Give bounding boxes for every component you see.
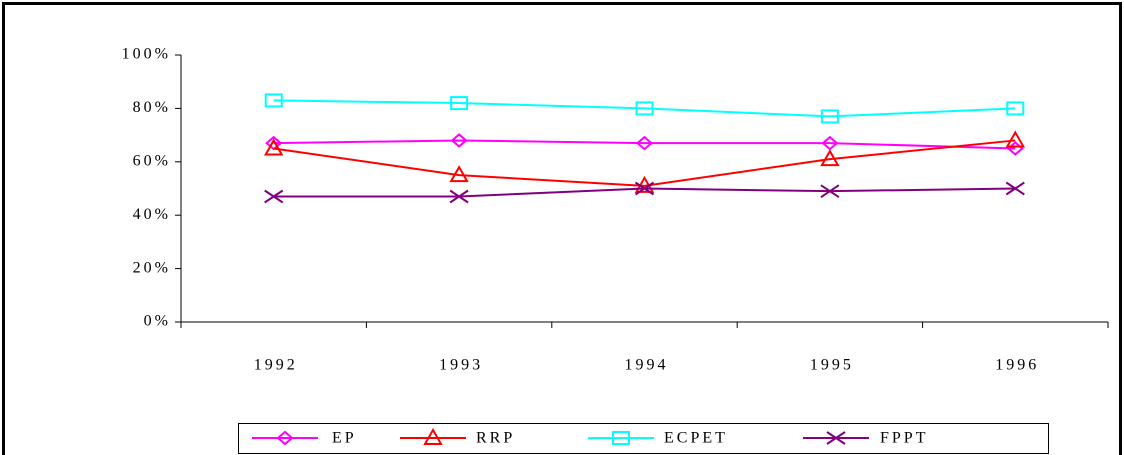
x-tick-label: 1995 [810,357,854,374]
x-tick-label: 1994 [625,357,669,374]
y-tick-label: 100% [122,46,171,63]
marker [450,96,469,111]
legend-label: EP [332,430,357,447]
marker [612,431,630,445]
marker [820,184,840,199]
marker [634,181,655,196]
marker [820,109,839,124]
series-line [273,139,1016,187]
legend-label: ECPET [664,430,728,447]
x-tick-label: 1996 [995,357,1039,374]
legend-label: FPPT [880,430,928,447]
series-line [273,99,1016,118]
y-tick-label: 80% [133,99,171,116]
marker [635,101,654,116]
marker [821,135,839,151]
marker [276,430,294,446]
y-tick-label: 40% [133,206,171,223]
x-tick-label: 1993 [439,357,483,374]
marker [820,149,840,167]
x-tick-label: 1992 [254,357,298,374]
y-tick-label: 0% [144,313,171,330]
series-line [273,139,1016,150]
y-tick-label: 20% [133,259,171,276]
marker [1005,181,1025,196]
marker [449,189,469,204]
marker [423,427,443,445]
marker [264,93,283,108]
marker [450,133,468,148]
marker [449,165,469,183]
marker [1005,130,1026,148]
marker [263,138,284,156]
y-tick-label: 60% [133,152,171,169]
marker [826,431,846,445]
marker [1006,101,1025,116]
marker [264,189,284,204]
legend-label: RRP [476,430,515,447]
marker [635,135,654,151]
